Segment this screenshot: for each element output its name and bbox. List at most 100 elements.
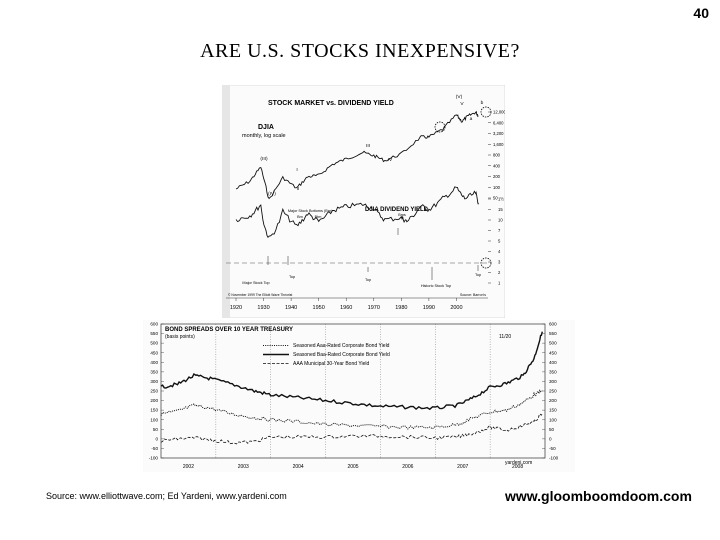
chart2-date-annotation: 11/20 (499, 334, 511, 340)
djia-ytick-label: 3,200 (493, 131, 504, 136)
legend-label: AAA Municipal 30-Year Bond Yield (293, 361, 369, 367)
bond-spreads-chart: BOND SPREADS OVER 10 YEAR TREASURY (basi… (143, 320, 575, 472)
c2-ytick-right: 0 (549, 436, 552, 441)
c2-ytick-right: -50 (549, 446, 556, 451)
djia-ytick-label: 50 (493, 196, 498, 201)
dividend-yield-line (235, 186, 479, 239)
djia-line (235, 110, 479, 200)
source-note: Source: www.elliottwave.com; Ed Yardeni,… (46, 491, 287, 501)
c2-ytick-left: 200 (150, 398, 158, 403)
stock-vs-dividend-chart: STOCK MARKET vs. DIVIDEND YIELD DJIA mon… (222, 85, 505, 318)
c2-xtick-label: 2003 (238, 464, 249, 470)
top-marker-circle (434, 121, 446, 133)
bond-series-line (160, 413, 543, 445)
djia-ytick-label: 800 (493, 153, 501, 158)
c1-xtick-label: 1980 (395, 305, 407, 311)
c2-ytick-left: 150 (150, 408, 158, 413)
yield-annotation: Top (365, 278, 371, 282)
c2-ytick-right: 50 (549, 427, 555, 432)
c2-ytick-left: 100 (150, 417, 158, 422)
yield-annotation: Historic Stock Top (421, 284, 451, 288)
djia-wave-label: II (297, 186, 300, 192)
yield-ytick-label: 5 (498, 239, 501, 244)
c1-xtick-label: 2000 (450, 305, 462, 311)
djia-wave-label: III (366, 143, 370, 149)
yield-ytick-label: 4 (498, 249, 501, 254)
chart1-title: STOCK MARKET vs. DIVIDEND YIELD (268, 100, 394, 107)
chart2-credit: yardeni.com (505, 460, 532, 466)
djia-wave-label: b (481, 100, 484, 106)
c2-ytick-right: 100 (549, 417, 557, 422)
c1-xtick-label: 1940 (285, 305, 297, 311)
yield-annotation: Major Stock Bottoms (Bm) (288, 209, 333, 213)
yield-annotation: Bms (398, 213, 406, 217)
yield-ytick-label: 1 (498, 281, 501, 286)
yield-ytick-label: 3 (498, 260, 501, 265)
c2-ytick-right: 350 (549, 369, 557, 374)
credit-left: © November 1999 The Elliott Wave Theoris… (228, 293, 292, 297)
c2-xtick-label: 2008 (512, 464, 523, 470)
c2-ytick-left: 600 (150, 322, 158, 327)
djia-wave-label: (III) (260, 156, 268, 162)
djia-label: DJIA (258, 124, 274, 131)
c1-xtick-label: 1960 (340, 305, 352, 311)
yield-ytick-label: 7 (498, 228, 501, 233)
djia-ytick-label: 1,600 (493, 142, 504, 147)
djia-ytick-label: 100 (493, 185, 501, 190)
c2-ytick-left: 0 (155, 436, 158, 441)
c2-ytick-left: 50 (153, 427, 159, 432)
yield-marker-circle (480, 257, 492, 269)
yield-ytick-label: 2 (498, 270, 501, 275)
yield-annotation: Top (289, 275, 295, 279)
c1-xtick-label: 1990 (423, 305, 435, 311)
c2-ytick-right: 600 (549, 322, 557, 327)
c2-ytick-right: 200 (549, 398, 557, 403)
c2-ytick-right: 150 (549, 408, 557, 413)
djia-ytick-label: 12,000 (493, 110, 505, 115)
chart2-title: BOND SPREADS OVER 10 YEAR TREASURY (165, 327, 293, 333)
c1-xtick-label: 1920 (230, 305, 242, 311)
yield-annotation: Btm (315, 215, 322, 219)
yield-annotation: Top (475, 273, 481, 277)
djia-wave-label: IV (388, 157, 393, 163)
djia-wave-label: a (470, 117, 473, 122)
yield-ytick-label: 15 (498, 207, 503, 212)
dividend-label: DJIA DIVIDEND YIELD (365, 207, 429, 213)
c2-ytick-right: 300 (549, 379, 557, 384)
djia-wave-label: I (296, 167, 297, 173)
c1-xtick-label: 1950 (313, 305, 325, 311)
slide-title: ARE U.S. STOCKS INEXPENSIVE? (200, 40, 520, 62)
c2-xtick-label: 2007 (457, 464, 468, 470)
chart2-subtitle: (basis points) (165, 334, 195, 340)
djia-subtitle: monthly, log scale (242, 133, 286, 139)
c2-ytick-left: 550 (150, 331, 158, 336)
c2-ytick-right: 450 (549, 350, 557, 355)
djia-wave-label: (IV) (268, 191, 276, 197)
yield-ytick-label: 1½ (498, 197, 504, 202)
c2-xtick-label: 2005 (347, 464, 358, 470)
c2-ytick-left: 250 (150, 389, 158, 394)
c2-ytick-left: 450 (150, 350, 158, 355)
credit-right: Source: Barron's (460, 293, 486, 297)
c2-xtick-label: 2004 (293, 464, 304, 470)
c2-ytick-left: 500 (150, 341, 158, 346)
bond-series-line (160, 331, 543, 411)
slide-number: 40 (693, 5, 709, 21)
c2-ytick-left: 350 (150, 369, 158, 374)
c2-ytick-right: 550 (549, 331, 557, 336)
c2-ytick-right: 250 (549, 389, 557, 394)
djia-ytick-label: 400 (493, 163, 501, 168)
c2-ytick-left: 300 (150, 379, 158, 384)
c2-ytick-left: -50 (151, 446, 158, 451)
c2-ytick-right: 400 (549, 360, 557, 365)
bond-series-line (160, 389, 543, 430)
djia-wave-label: (V) (456, 94, 463, 100)
c2-ytick-left: 400 (150, 360, 158, 365)
c2-ytick-right: 500 (549, 341, 557, 346)
yield-annotation: Bm (297, 215, 303, 219)
c2-ytick-right: -100 (549, 456, 559, 461)
legend-label: Seasoned Baa-Rated Corporate Bond Yield (293, 352, 390, 358)
c2-ytick-left: -100 (149, 456, 159, 461)
c2-xtick-label: 2002 (183, 464, 194, 470)
djia-wave-label: V (460, 101, 464, 107)
